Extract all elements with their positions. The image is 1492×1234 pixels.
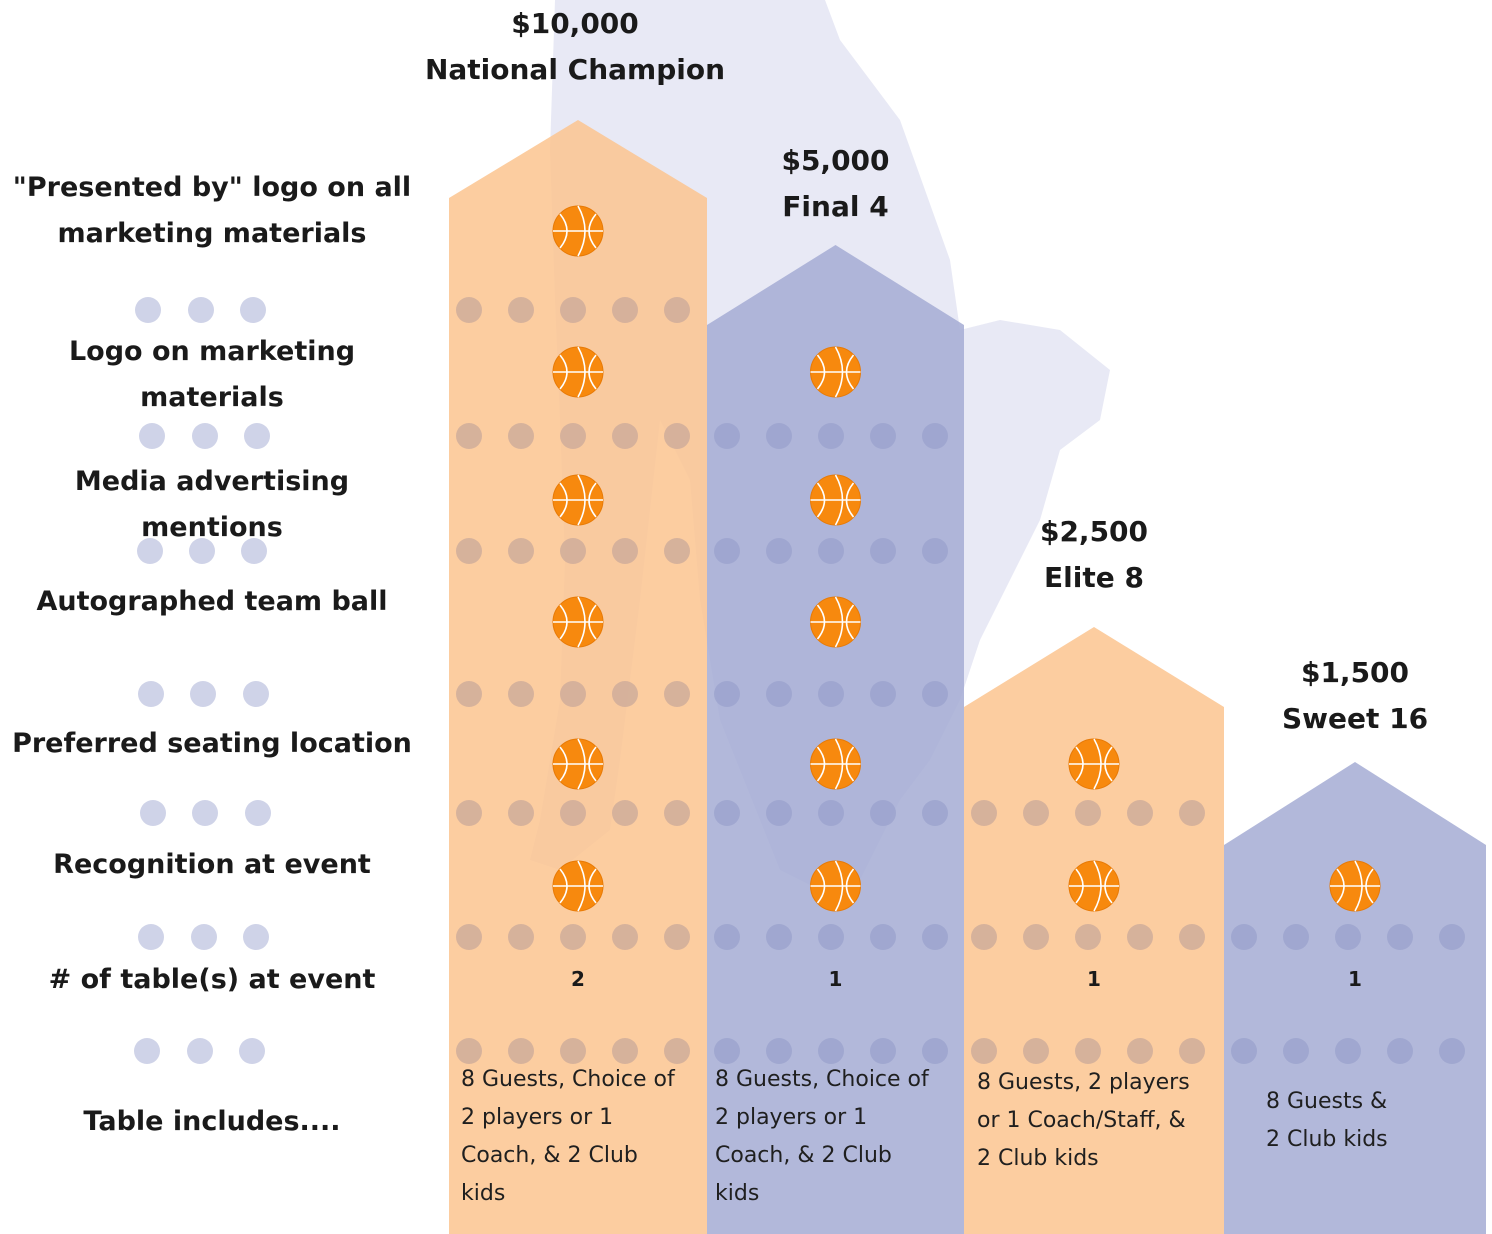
basketball-icon <box>552 738 604 790</box>
table-includes-line: kids <box>461 1181 506 1206</box>
table-includes-text: 8 Guests, Choice of 2 players or 1 Coach, … <box>461 1061 699 1213</box>
table-includes-line: or 1 Coach/Staff, & <box>977 1108 1186 1133</box>
benefit-label-line: Preferred seating location <box>12 728 412 759</box>
table-count: 1 <box>1087 967 1101 991</box>
basketball-icon <box>1068 860 1120 912</box>
table-count: 1 <box>1348 967 1362 991</box>
tier-name: Sweet 16 <box>1281 702 1429 735</box>
table-includes-line: kids <box>715 1181 760 1206</box>
basketball-icon <box>810 596 861 648</box>
basketball-icon <box>810 346 861 398</box>
table-includes-line: 8 Guests & <box>1266 1089 1388 1114</box>
dot-separator <box>138 924 1465 950</box>
table-includes-line: 2 Club kids <box>1266 1127 1388 1152</box>
dot-separator <box>137 538 948 564</box>
basketball-icon <box>1329 860 1381 912</box>
table-count: 2 <box>571 967 585 991</box>
tier-header: $2,500 Elite 8 <box>924 509 1264 601</box>
table-includes-text: 8 Guests, Choice of 2 players or 1 Coach, … <box>715 1061 952 1213</box>
dot-separator <box>134 1038 1465 1064</box>
dot-separator <box>135 297 690 323</box>
tier-name: National Champion <box>424 53 726 86</box>
basketball-icon <box>810 860 861 912</box>
table-includes-line: 2 players or 1 <box>461 1105 614 1130</box>
basketball-icon <box>552 346 604 398</box>
benefit-label-line: # of table(s) at event <box>48 964 376 995</box>
table-includes-text: 8 Guests, 2 players or 1 Coach/Staff, & 2 … <box>977 1064 1217 1178</box>
basketball-icon <box>810 474 861 526</box>
basketball-icon <box>552 860 604 912</box>
benefit-label: Table includes.... <box>0 1099 424 1145</box>
table-includes-line: 2 Club kids <box>977 1146 1099 1171</box>
table-count: 1 <box>828 967 843 991</box>
benefit-label-line: Recognition at event <box>53 849 371 880</box>
table-includes-line: 8 Guests, Choice of <box>715 1067 929 1092</box>
benefit-label: "Presented by" logo on all marketing mate… <box>0 165 424 257</box>
tier-price: $2,500 <box>1039 515 1149 548</box>
table-includes-line: Coach, & 2 Club <box>715 1143 892 1168</box>
dot-separator <box>140 800 1205 826</box>
benefit-label: Logo on marketing materials <box>0 329 424 421</box>
tier-price: $10,000 <box>511 7 639 40</box>
basketball-icon <box>552 596 604 648</box>
basketball-icon <box>1068 738 1120 790</box>
table-includes-line: 8 Guests, 2 players <box>977 1070 1190 1095</box>
dot-separator <box>138 681 948 707</box>
benefit-label-line: Logo on marketing materials <box>68 336 356 413</box>
tier-name: Final 4 <box>782 190 889 223</box>
benefit-label-line: "Presented by" logo on all <box>12 172 412 203</box>
basketball-icon <box>552 205 604 257</box>
table-includes-line: 8 Guests, Choice of <box>461 1067 675 1092</box>
benefit-label: # of table(s) at event <box>0 957 424 1003</box>
table-includes-text: 8 Guests & 2 Club kids <box>1266 1083 1492 1159</box>
benefit-label: Autographed team ball <box>0 579 424 625</box>
benefit-label-line: Autographed team ball <box>36 586 388 617</box>
table-includes-line: 2 players or 1 <box>715 1105 868 1130</box>
tier-header: $5,000 Final 4 <box>667 138 1004 230</box>
benefit-label-line: Table includes.... <box>83 1106 341 1137</box>
benefit-label: Recognition at event <box>0 842 424 888</box>
tier-header: $1,500 Sweet 16 <box>1184 650 1492 742</box>
basketball-icon <box>552 474 604 526</box>
tier-bar-1 <box>449 120 707 1234</box>
tier-bar-4 <box>1224 762 1486 1234</box>
table-includes-line: Coach, & 2 Club <box>461 1143 638 1168</box>
benefit-label-line: Media advertising mentions <box>74 466 350 543</box>
dot-separator <box>139 423 948 449</box>
basketball-icon <box>810 738 861 790</box>
benefit-label-line: marketing materials <box>57 218 367 249</box>
tier-name: Elite 8 <box>1044 561 1144 594</box>
benefit-label: Media advertising mentions <box>0 459 424 551</box>
benefit-label: Preferred seating location <box>0 721 424 767</box>
tier-price: $5,000 <box>781 144 890 177</box>
tier-price: $1,500 <box>1300 656 1410 689</box>
tier-header: $10,000 National Champion <box>380 1 770 93</box>
